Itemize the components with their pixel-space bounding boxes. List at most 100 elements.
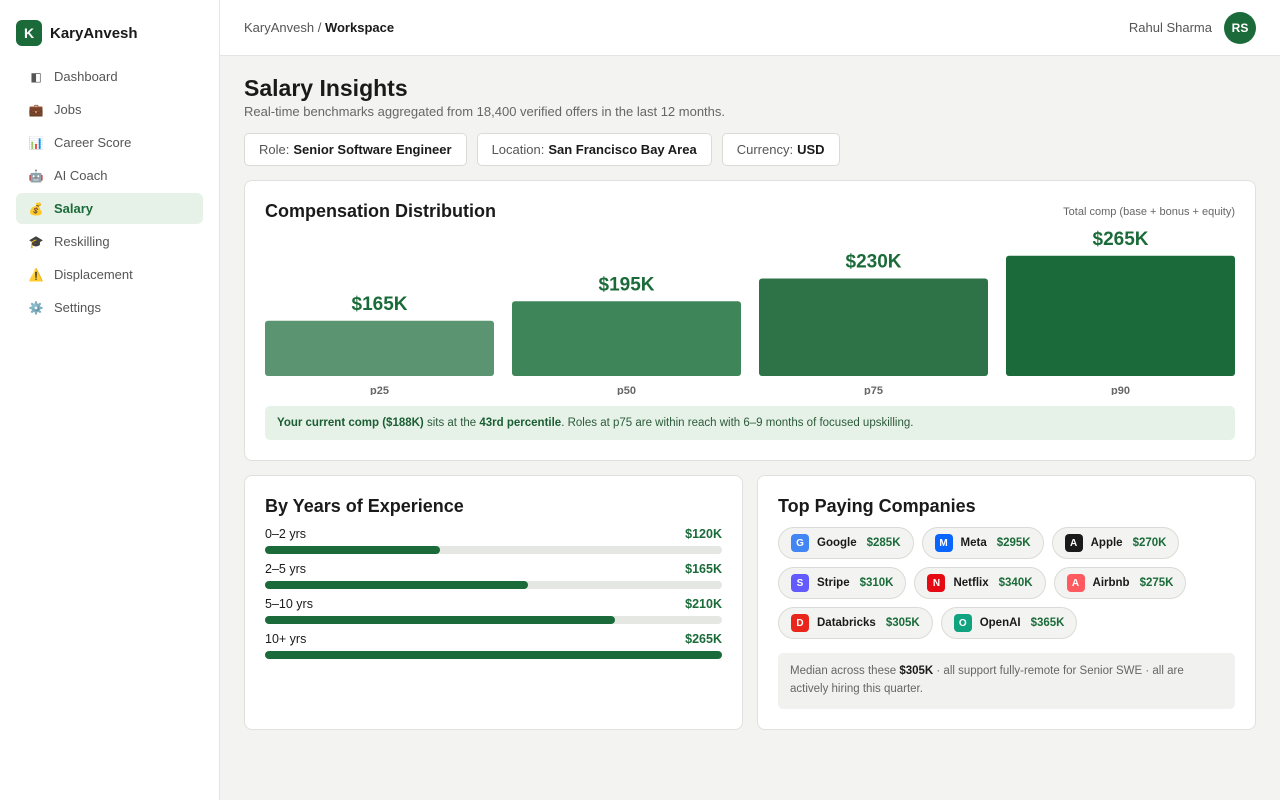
experience-row: 5–10 yrs $210K	[265, 597, 722, 627]
row-label: 2–5 yrs	[265, 562, 306, 576]
company-chip[interactable]: A Airbnb $275K	[1053, 567, 1187, 599]
filter-label: Currency:	[736, 142, 794, 157]
nav-label: Displacement	[54, 267, 133, 282]
value-label: $120K	[685, 527, 722, 541]
nav-label: Salary	[54, 201, 94, 216]
company-name: Airbnb	[1092, 577, 1130, 589]
bar	[265, 616, 616, 624]
experience-row: 10+ yrs $265K	[265, 632, 722, 662]
nav-item[interactable]: 💰 Salary	[16, 193, 203, 224]
company-logo: S	[791, 574, 809, 592]
insight: Your current comp ($188K) sits at the 43…	[265, 406, 1235, 440]
bar	[265, 581, 528, 589]
crumb-current: Workspace	[324, 20, 395, 35]
avatar[interactable]: RS	[1224, 12, 1256, 44]
company-logo: A	[1064, 534, 1083, 552]
page-subtitle: Real-time benchmarks aggregated from 18,…	[244, 104, 726, 119]
nav-item[interactable]: ⚙️ Settings	[16, 292, 203, 323]
card-title: Compensation Distribution	[265, 201, 496, 221]
logo[interactable]: K KaryAnvesh	[16, 20, 138, 46]
nav: ◧ Dashboard 💼 Jobs 📊 Career Score 🤖 AI Coach 💰 Sa…	[16, 61, 203, 325]
company-chip[interactable]: D Databricks $305K	[778, 607, 933, 639]
user-name: Rahul Sharma	[1128, 20, 1212, 35]
company-chip[interactable]: N Netflix $340K	[914, 567, 1046, 599]
value-label: $265K	[685, 632, 722, 646]
company-pay: $305K	[885, 617, 920, 629]
experience-card: By Years of Experience 0–2 yrs $120K 2–5 y…	[244, 475, 743, 730]
nav-label: Career Score	[54, 135, 132, 150]
row-label: 0–2 yrs	[265, 527, 306, 541]
company-chip[interactable]: O OpenAI $365K	[940, 607, 1078, 639]
nav-item[interactable]: 🎓 Reskilling	[16, 226, 203, 257]
nav-icon: 💰	[28, 201, 44, 216]
filter-chip[interactable]: Role: Senior Software Engineer	[244, 133, 467, 166]
logo-mark: K	[16, 20, 42, 46]
x-tick-label: p50	[617, 385, 636, 395]
filter-value: USD	[797, 142, 825, 157]
card-subtitle: Total comp (base + bonus + equity)	[1063, 206, 1235, 218]
bar	[1006, 255, 1235, 376]
company-logo: N	[927, 574, 946, 592]
nav-icon: 🎓	[28, 234, 44, 249]
company-name: OpenAI	[979, 617, 1021, 629]
bar	[265, 651, 722, 659]
nav-item[interactable]: ◧ Dashboard	[16, 61, 203, 92]
company-pay: $275K	[1139, 577, 1174, 589]
value-label: $165K	[352, 294, 408, 315]
insight-strong: Your current comp ($188K)	[277, 417, 424, 429]
experience-row: 0–2 yrs $120K	[265, 527, 722, 557]
company-logo: D	[791, 614, 809, 632]
row-label: 10+ yrs	[265, 632, 307, 646]
bar	[265, 546, 441, 554]
page-title: Salary Insights	[244, 75, 408, 101]
nav-label: Reskilling	[54, 234, 110, 249]
nav-item[interactable]: 🤖 AI Coach	[16, 160, 203, 191]
value-label: $230K	[846, 252, 902, 273]
x-tick-label: p75	[864, 385, 883, 395]
bar-track	[265, 581, 722, 589]
nav-icon: 🤖	[28, 168, 44, 183]
insight-text: sits at the	[423, 417, 480, 429]
value-label: $265K	[1093, 229, 1149, 250]
crumb[interactable]: KaryAnvesh /	[244, 20, 322, 35]
company-name: Meta	[960, 537, 987, 549]
bar	[759, 278, 988, 376]
nav-label: AI Coach	[54, 168, 108, 183]
companies-card: Top Paying Companies G Google $285K M Meta $2…	[757, 475, 1256, 730]
nav-item[interactable]: 📊 Career Score	[16, 127, 203, 158]
filter-chip[interactable]: Currency: USD	[721, 133, 840, 166]
company-chip[interactable]: A Apple $270K	[1051, 527, 1180, 559]
nav-label: Jobs	[54, 102, 82, 117]
filter-chip[interactable]: Location: San Francisco Bay Area	[476, 133, 712, 166]
company-name: Stripe	[817, 577, 850, 589]
bar	[512, 301, 741, 376]
note-text: Median across these	[790, 665, 900, 677]
company-chip[interactable]: G Google $285K	[778, 527, 914, 559]
company-logo: M	[934, 534, 953, 552]
bar-track	[265, 651, 722, 659]
nav-icon: ◧	[30, 69, 42, 84]
nav-item[interactable]: ⚠️ Displacement	[16, 259, 203, 290]
filter-label: Role:	[259, 142, 290, 157]
nav-item[interactable]: 💼 Jobs	[16, 94, 203, 125]
card-title: By Years of Experience	[265, 496, 464, 516]
note-strong: $305K	[899, 665, 934, 677]
company-chip[interactable]: M Meta $295K	[921, 527, 1044, 559]
company-chip[interactable]: S Stripe $310K	[778, 567, 907, 599]
filter-value: Senior Software Engineer	[293, 142, 452, 157]
card-title: Top Paying Companies	[778, 496, 976, 516]
company-pay: $270K	[1132, 537, 1167, 549]
company-logo: G	[791, 534, 809, 552]
breadcrumb: KaryAnvesh / Workspace	[244, 20, 394, 35]
nav-icon: 📊	[28, 135, 44, 150]
value-label: $195K	[599, 274, 655, 295]
row-label: 5–10 yrs	[265, 597, 313, 611]
company-name: Apple	[1090, 537, 1123, 549]
company-list: G Google $285K M Meta $295K A Apple $270K S Stripe…	[778, 527, 1248, 639]
company-pay: $340K	[998, 577, 1033, 589]
filters: Role: Senior Software Engineer Location: Sa…	[244, 133, 840, 166]
company-pay: $285K	[866, 537, 901, 549]
insight-strong: 43rd percentile	[479, 417, 562, 429]
